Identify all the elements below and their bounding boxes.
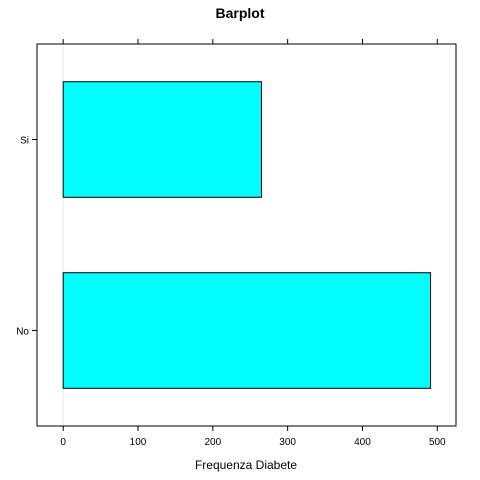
y-tick-label: Si	[20, 136, 29, 147]
x-tick-label: 100	[130, 437, 147, 448]
chart-title: Barplot	[216, 5, 265, 21]
x-tick-label: 200	[204, 437, 221, 448]
y-tick-label: No	[16, 327, 29, 338]
bar-si	[62, 81, 262, 198]
y-axis-ticks: No Si	[16, 136, 37, 338]
bars-group	[62, 81, 432, 389]
x-axis-ticks: 0 100 200 300 400 500	[60, 39, 446, 448]
x-tick-label: 400	[354, 437, 371, 448]
x-tick-label: 500	[429, 437, 446, 448]
plot-panel	[36, 43, 457, 427]
bar-no	[62, 272, 432, 389]
x-axis-title: Frequenza Diabete	[195, 458, 297, 472]
x-tick-label: 0	[60, 437, 66, 448]
x-tick-label: 300	[279, 437, 296, 448]
